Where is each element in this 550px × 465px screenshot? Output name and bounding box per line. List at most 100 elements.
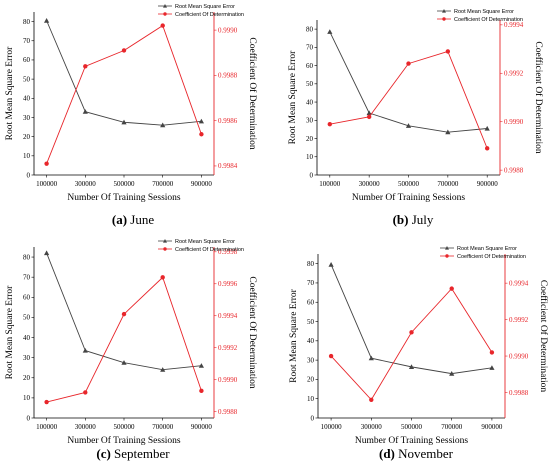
series-point-1: [160, 23, 165, 28]
series-point-1: [406, 61, 411, 66]
series-point-1: [327, 121, 333, 127]
series-point-1: [83, 64, 88, 69]
series-point-1: [199, 388, 204, 394]
series-point-0: [121, 119, 127, 125]
panel-caption: (b) July: [393, 212, 434, 227]
left-tick-label: 50: [23, 314, 31, 322]
series-point-1: [44, 161, 49, 166]
left-tick-label: 70: [306, 44, 314, 52]
series-point-0: [160, 367, 166, 372]
series-line-1: [46, 24, 202, 164]
legend-entry: Coefficient Of Determination: [454, 17, 523, 23]
legend-entry: Root Mean Square Error: [454, 9, 514, 15]
panel-caption: (c) September: [96, 446, 170, 461]
series-point-0: [198, 363, 204, 368]
left-tick-label: 70: [307, 279, 315, 287]
series-point-0: [121, 360, 127, 365]
right-tick-label: 0.9990: [504, 118, 524, 126]
left-tick-label: 80: [307, 260, 315, 268]
right-tick-label: 0.9988: [504, 166, 524, 174]
left-tick-label: 40: [23, 334, 31, 342]
left-tick-label: 50: [306, 80, 314, 88]
right-tick-label: 0.9990: [218, 26, 238, 34]
left-tick-label: 0: [311, 414, 315, 422]
legend: Root Mean Square Error Coefficient Of Det…: [437, 9, 523, 23]
series-point-1: [121, 48, 127, 53]
series-point-0: [44, 250, 50, 256]
series-point-1: [121, 311, 127, 317]
x-tick-label: 900000: [477, 180, 499, 188]
x-tick-label: 100000: [36, 423, 58, 431]
x-axis-label: Number Of Training Sessions: [67, 435, 181, 446]
left-tick-label: 70: [23, 37, 31, 45]
left-y-axis-label: Root Mean Square Error: [5, 46, 15, 140]
series-point-0: [44, 18, 50, 23]
panel-caption: (a) June: [112, 212, 154, 227]
left-y-axis-label: Root Mean Square Error: [289, 288, 299, 382]
series-point-1: [44, 399, 49, 405]
left-tick-label: 40: [307, 337, 315, 345]
x-tick-label: 500000: [398, 180, 420, 188]
left-tick-label: 70: [23, 273, 31, 281]
x-tick-label: 700000: [437, 180, 459, 188]
right-tick-label: 0.9992: [504, 70, 524, 78]
series-point-0: [489, 365, 495, 370]
x-tick-label: 300000: [75, 423, 97, 431]
legend-swatch-marker: [163, 247, 167, 251]
x-tick-label: 300000: [361, 423, 383, 431]
x-tick-label: 100000: [36, 180, 58, 188]
series-point-1: [328, 353, 334, 359]
left-tick-label: 30: [23, 354, 31, 362]
left-y-axis-label: Root Mean Square Error: [5, 285, 15, 379]
panel-caption-letter: (d): [379, 446, 395, 461]
legend: Root Mean Square Error Coefficient Of Det…: [158, 4, 244, 18]
x-axis-label: Number Of Training Sessions: [355, 435, 469, 446]
series-point-0: [408, 364, 415, 369]
legend-entry: Root Mean Square Error: [175, 239, 235, 245]
right-tick-label: 0.9988: [509, 389, 529, 397]
right-y-axis-label: Coefficient Of Determination: [247, 276, 258, 388]
legend-swatch-marker: [445, 246, 449, 250]
right-tick-label: 0.9988: [218, 408, 238, 416]
left-tick-label: 40: [306, 98, 314, 106]
series-point-0: [368, 355, 374, 361]
left-tick-label: 60: [23, 294, 31, 302]
legend-entry: Coefficient Of Determination: [175, 247, 244, 253]
chart-panel-1: 0 10 20 30 40 50 60 70 80 0.9988 0.9990 0.9992 0.999…: [288, 9, 544, 227]
series-point-1: [369, 397, 374, 402]
legend: Root Mean Square Error Coefficient Of Det…: [158, 239, 244, 253]
right-tick-label: 0.9990: [218, 376, 238, 384]
series-point-0: [82, 348, 88, 353]
left-tick-label: 20: [307, 376, 315, 384]
series-point-0: [366, 110, 372, 116]
panel-caption-letter: (c): [96, 446, 110, 461]
x-tick-label: 100000: [321, 423, 343, 431]
series-point-1: [445, 49, 451, 54]
series-point-0: [160, 122, 166, 128]
right-tick-label: 0.9986: [218, 117, 238, 125]
series-line-0: [330, 264, 492, 375]
left-tick-label: 80: [23, 253, 31, 261]
legend-swatch-marker: [163, 239, 167, 243]
chart-panel-2: 0 10 20 30 40 50 60 70 80 0.9988 0.9990 0.9992 0.999…: [5, 239, 258, 461]
series-line-1: [46, 276, 202, 403]
left-tick-label: 0: [27, 414, 31, 422]
left-tick-label: 10: [307, 395, 315, 403]
x-tick-label: 300000: [359, 180, 381, 188]
legend-swatch-marker: [163, 4, 167, 8]
series-point-1: [449, 286, 454, 291]
series-point-1: [489, 350, 495, 355]
left-tick-label: 10: [306, 153, 314, 161]
right-tick-label: 0.9996: [218, 280, 238, 288]
x-tick-label: 900000: [191, 180, 213, 188]
left-tick-label: 20: [23, 374, 31, 382]
right-tick-label: 0.9984: [218, 162, 238, 170]
panel-caption-text: July: [408, 212, 433, 227]
legend-swatch-marker: [442, 17, 446, 21]
right-y-axis-label: Coefficient Of Determination: [533, 41, 544, 153]
panel-caption-letter: (a): [112, 212, 127, 227]
left-tick-label: 10: [23, 394, 31, 402]
series-point-1: [83, 390, 88, 395]
left-tick-label: 50: [307, 318, 315, 326]
right-tick-label: 0.9998: [218, 248, 238, 256]
